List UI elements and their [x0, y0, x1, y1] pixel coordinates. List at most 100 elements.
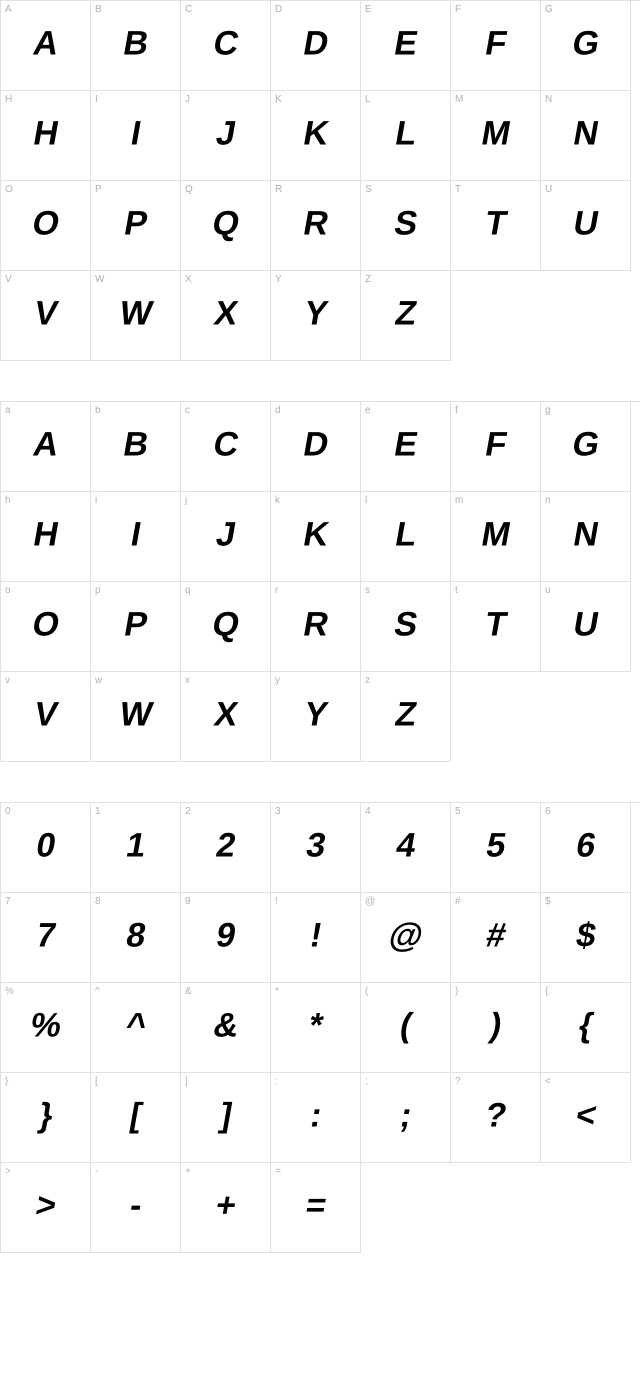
glyph-display: D	[300, 24, 331, 63]
glyph-label: 4	[365, 806, 371, 817]
glyph-display: O	[29, 605, 62, 644]
glyph-display: &	[210, 1006, 241, 1045]
glyph-cell: vV	[1, 672, 91, 762]
glyph-label: F	[455, 4, 461, 15]
glyph-cell: II	[91, 91, 181, 181]
glyph-label: )	[455, 986, 458, 997]
glyph-cell: iI	[91, 492, 181, 582]
glyph-display: 5	[483, 826, 509, 865]
glyph-cell: eE	[361, 402, 451, 492]
glyph-cell: ::	[271, 1073, 361, 1163]
glyph-cell: %%	[1, 983, 91, 1073]
glyph-display: K	[300, 114, 331, 153]
glyph-cell: nN	[541, 492, 631, 582]
glyph-cell: &&	[181, 983, 271, 1073]
glyph-display: X	[211, 695, 241, 734]
glyph-label: W	[95, 274, 104, 285]
glyph-display: C	[210, 425, 241, 464]
glyph-cell: [[	[91, 1073, 181, 1163]
glyph-cell: 88	[91, 893, 181, 983]
glyph-display: [	[126, 1096, 144, 1135]
glyph-display: +	[212, 1186, 239, 1225]
glyph-cell: $$	[541, 893, 631, 983]
chart-grid: 00112233445566778899!!@@##$$%%^^&&**(())…	[0, 802, 640, 1253]
glyph-display: W	[116, 294, 155, 333]
glyph-cell: kK	[271, 492, 361, 582]
glyph-label: f	[455, 405, 458, 416]
glyph-display: 8	[123, 916, 149, 955]
empty-cell	[541, 1163, 631, 1253]
glyph-cell: aA	[1, 402, 91, 492]
glyph-cell: yY	[271, 672, 361, 762]
glyph-label: p	[95, 585, 101, 596]
glyph-display: 9	[213, 916, 239, 955]
glyph-cell: ((	[361, 983, 451, 1073]
glyph-cell: BB	[91, 1, 181, 91]
glyph-display: %	[27, 1006, 64, 1045]
glyph-label: +	[185, 1166, 191, 1177]
glyph-cell: XX	[181, 271, 271, 361]
glyph-label: t	[455, 585, 458, 596]
glyph-label: ^	[95, 986, 100, 997]
glyph-cell: !!	[271, 893, 361, 983]
glyph-label: !	[275, 896, 278, 907]
glyph-cell: ==	[271, 1163, 361, 1253]
glyph-label: Z	[365, 274, 371, 285]
glyph-label: L	[365, 94, 371, 105]
glyph-label: h	[5, 495, 11, 506]
glyph-label: K	[275, 94, 282, 105]
glyph-label: $	[545, 896, 551, 907]
glyph-display: ]	[216, 1096, 234, 1135]
glyph-cell: OO	[1, 181, 91, 271]
glyph-display: W	[116, 695, 155, 734]
glyph-cell: fF	[451, 402, 541, 492]
glyph-label: e	[365, 405, 371, 416]
glyph-label: v	[5, 675, 10, 686]
glyph-display: 7	[33, 916, 59, 955]
glyph-display: H	[30, 114, 61, 153]
glyph-cell: QQ	[181, 181, 271, 271]
glyph-display: Z	[392, 695, 420, 734]
glyph-display: I	[127, 114, 143, 153]
glyph-label: z	[365, 675, 370, 686]
glyph-display: *	[305, 1006, 325, 1045]
glyph-display: M	[478, 114, 513, 153]
glyph-label: #	[455, 896, 461, 907]
glyph-display: =	[302, 1186, 329, 1225]
glyph-cell: ##	[451, 893, 541, 983]
glyph-display: Q	[209, 605, 242, 644]
glyph-display: -	[126, 1186, 144, 1225]
glyph-label: &	[185, 986, 192, 997]
glyph-cell: NN	[541, 91, 631, 181]
glyph-label: (	[365, 986, 368, 997]
glyph-display: T	[482, 605, 510, 644]
glyph-label: I	[95, 94, 98, 105]
glyph-display: R	[300, 204, 331, 243]
glyph-cell: cC	[181, 402, 271, 492]
glyph-cell: SS	[361, 181, 451, 271]
empty-cell	[541, 672, 631, 762]
glyph-label: <	[545, 1076, 551, 1087]
glyph-label: {	[545, 986, 548, 997]
glyph-label: Q	[185, 184, 193, 195]
glyph-label: >	[5, 1166, 11, 1177]
glyph-cell: WW	[91, 271, 181, 361]
glyph-cell: oO	[1, 582, 91, 672]
glyph-display: <	[572, 1096, 599, 1135]
glyph-display: Y	[301, 695, 331, 734]
glyph-display: !	[306, 916, 324, 955]
glyph-cell: TT	[451, 181, 541, 271]
glyph-cell: 22	[181, 803, 271, 893]
glyph-display: S	[391, 204, 421, 243]
chart-grid: aAbBcCdDeEfFgGhHiIjJkKlLmMnNoOpPqQrRsStT…	[0, 401, 640, 762]
glyph-label: n	[545, 495, 551, 506]
glyph-display: S	[391, 605, 421, 644]
glyph-display: R	[300, 605, 331, 644]
glyph-cell: DD	[271, 1, 361, 91]
glyph-display: 0	[33, 826, 59, 865]
glyph-display: M	[478, 515, 513, 554]
glyph-label: l	[365, 495, 367, 506]
chart-section-uppercase: AABBCCDDEEFFGGHHIIJJKKLLMMNNOOPPQQRRSSTT…	[0, 0, 640, 361]
glyph-cell: **	[271, 983, 361, 1073]
glyph-cell: VV	[1, 271, 91, 361]
